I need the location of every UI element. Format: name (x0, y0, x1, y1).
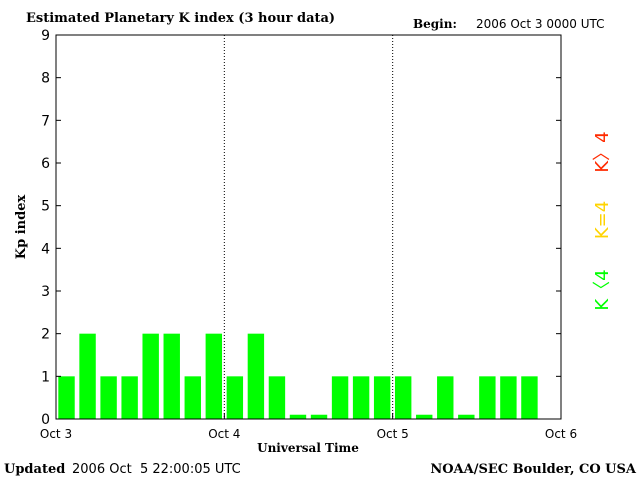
kp-bar (310, 414, 328, 419)
updated-label: Updated (4, 462, 65, 477)
kp-bar (268, 376, 286, 419)
begin-value: 2006 Oct 3 0000 UTC (476, 17, 605, 31)
kp-bar (226, 376, 244, 419)
chart-title: Estimated Planetary K index (3 hour data… (26, 11, 335, 26)
x-tick-label: Oct 4 (208, 427, 240, 441)
kp-bar (416, 414, 433, 419)
y-tick-label-5: 5 (41, 199, 50, 215)
y-tick-label-6: 6 (41, 156, 50, 172)
y-tick-label-9: 9 (41, 28, 50, 44)
begin-label: Begin: (413, 17, 457, 31)
kp-bar (142, 333, 159, 419)
kp-bar (331, 376, 349, 419)
legend-k-less-than-4: K〈4 (592, 269, 613, 310)
x-axis-label: Universal Time (257, 441, 359, 455)
y-tick-label-3: 3 (41, 284, 50, 300)
kp-bar (247, 333, 265, 419)
y-tick-label-1: 1 (41, 369, 50, 385)
kp-bar (184, 376, 201, 419)
kp-bar (79, 333, 96, 419)
x-tick-label: Oct 3 (40, 427, 72, 441)
y-tick-label-8: 8 (41, 71, 50, 87)
kp-bar (394, 376, 412, 419)
kp-bar (479, 376, 496, 419)
kp-bar (500, 376, 517, 419)
kp-bar (458, 414, 475, 419)
kp-bar (521, 376, 538, 419)
x-axis: Oct 3 Oct 4 Oct 5 Oct 6 (40, 35, 577, 441)
x-tick-label: Oct 6 (545, 427, 577, 441)
kp-bar (100, 376, 117, 419)
kp-bar (289, 414, 307, 419)
y-tick-label-0: 0 (41, 412, 50, 428)
y-tick-label-7: 7 (41, 113, 50, 129)
kp-bar (352, 376, 370, 419)
x-tick-label: Oct 5 (377, 427, 409, 441)
bars-group (58, 333, 538, 419)
source-credit: NOAA/SEC Boulder, CO USA (430, 462, 637, 477)
legend-k-equal-4: K=4 (592, 201, 613, 239)
legend-k-greater-than-4: K〉4 (592, 131, 613, 172)
kp-bar (121, 376, 138, 419)
plot-frame (55, 34, 562, 420)
y-axis-label: Kp index (14, 195, 29, 260)
kp-bar (205, 333, 223, 419)
kp-bar (163, 333, 180, 419)
kp-bar (373, 376, 391, 419)
updated-value: 2006 Oct 5 22:00:05 UTC (72, 462, 241, 477)
y-tick-label-4: 4 (41, 241, 50, 257)
kp-bar (58, 376, 75, 419)
y-axis: 0 1 2 3 4 5 6 7 8 9 (41, 28, 561, 428)
y-tick-label-2: 2 (41, 327, 50, 343)
kp-bar (437, 376, 454, 419)
